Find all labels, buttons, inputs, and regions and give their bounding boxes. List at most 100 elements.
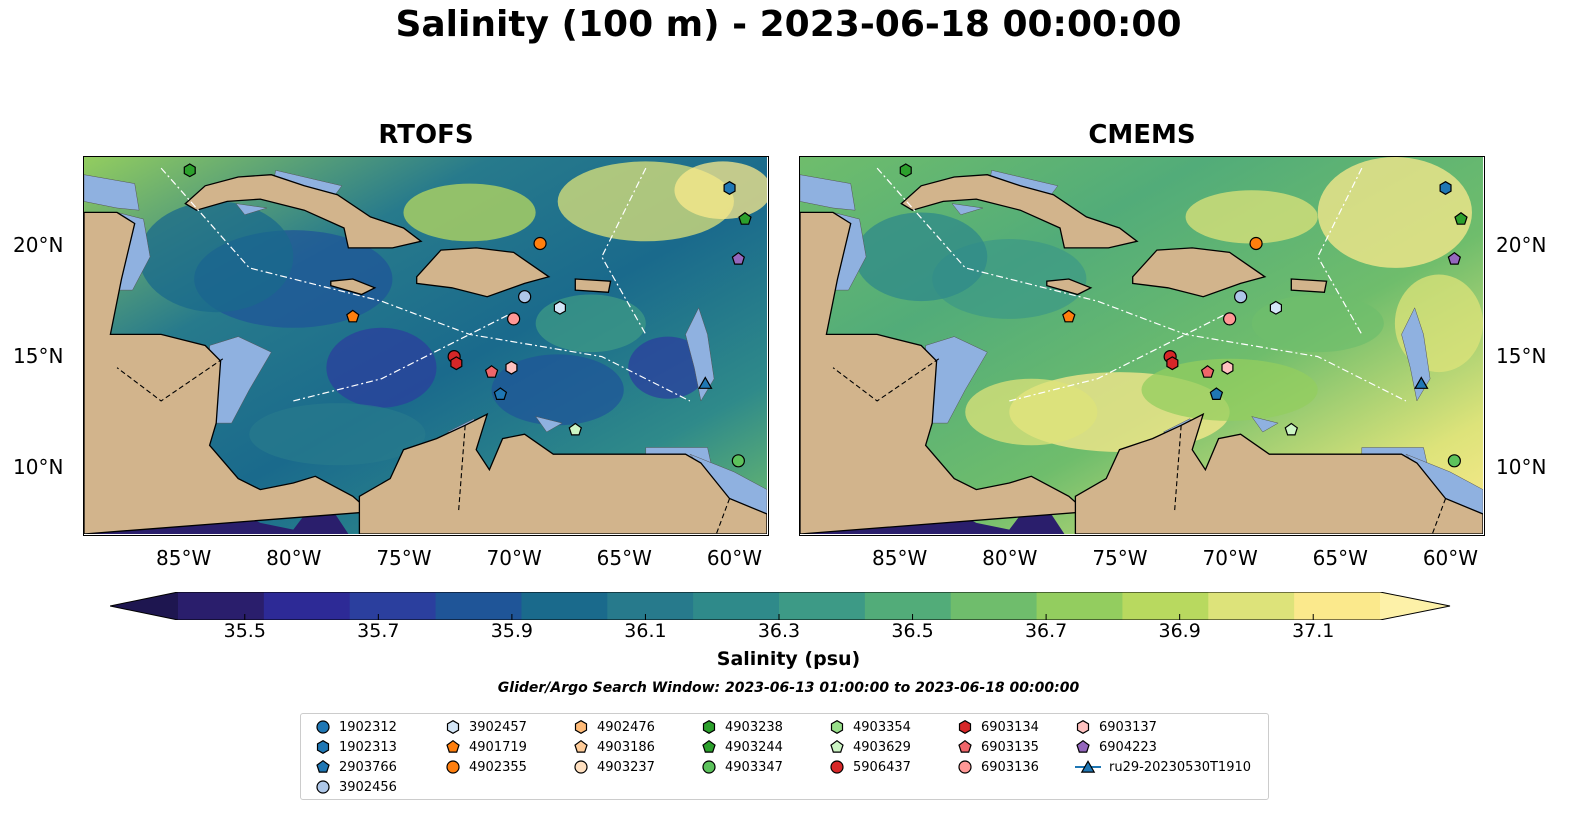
float-marker-6903137 bbox=[1221, 360, 1234, 375]
circle-marker-icon bbox=[446, 760, 460, 774]
lat-tick-label-left: 20°N bbox=[13, 233, 64, 258]
pentagon-marker-icon bbox=[316, 759, 330, 773]
map-panel-cmems bbox=[799, 156, 1485, 536]
salinity-anomaly bbox=[535, 294, 646, 353]
pentagon-marker-icon bbox=[702, 739, 716, 753]
hexagon-marker-icon bbox=[830, 720, 844, 734]
salinity-anomaly bbox=[249, 403, 426, 466]
legend-label: 4902476 bbox=[597, 719, 655, 735]
triangle-line-marker-icon bbox=[1075, 760, 1101, 773]
colorbar-bin bbox=[1036, 592, 1123, 620]
legend-item: 4901719 bbox=[443, 737, 527, 757]
lon-tick-label: 70°W bbox=[486, 546, 542, 570]
salinity-anomaly bbox=[855, 212, 988, 302]
hexagon-marker-icon bbox=[446, 720, 460, 734]
legend-item: 4903244 bbox=[699, 737, 783, 757]
legend-label: 4903347 bbox=[725, 759, 783, 775]
float-marker-4902355 bbox=[1249, 236, 1263, 251]
legend-item: 6903135 bbox=[955, 737, 1039, 757]
legend-item: ru29-20230530T1910 bbox=[1073, 757, 1251, 777]
lat-tick-label-right: 20°N bbox=[1496, 233, 1547, 258]
float-marker-4903629 bbox=[1284, 422, 1299, 436]
lat-tick-label-right: 10°N bbox=[1496, 454, 1547, 479]
colorbar bbox=[110, 592, 1451, 620]
colorbar-bin bbox=[779, 592, 866, 620]
float-marker-6903135 bbox=[484, 365, 499, 378]
legend-label: 3902457 bbox=[469, 719, 527, 735]
land-hispaniola bbox=[416, 247, 551, 298]
lat-tick-label-right: 15°N bbox=[1496, 344, 1547, 369]
float-marker-4903244 bbox=[1454, 212, 1468, 225]
colorbar-tick-label: 36.5 bbox=[891, 620, 934, 642]
colorbar-bin bbox=[1208, 592, 1295, 620]
float-marker-4903347 bbox=[731, 454, 745, 468]
salinity-anomaly bbox=[139, 201, 294, 313]
salinity-anomaly bbox=[628, 336, 708, 399]
shelf-shallow-water bbox=[800, 174, 856, 211]
land-southam bbox=[358, 412, 768, 535]
hexagon-marker-icon bbox=[958, 720, 972, 734]
land-puertorico bbox=[1290, 278, 1328, 293]
lon-tick-label: 85°W bbox=[156, 546, 212, 570]
eez-boundaries bbox=[876, 167, 1407, 402]
float-marker-4901719 bbox=[346, 309, 360, 323]
shelf-shallow-water bbox=[685, 307, 715, 402]
colorbar-bin bbox=[1122, 592, 1209, 620]
float-marker-6903136 bbox=[1223, 312, 1237, 326]
colorbar-bin bbox=[693, 592, 780, 620]
circle-marker-icon bbox=[316, 720, 330, 734]
legend-item: 4903354 bbox=[827, 717, 911, 737]
colorbar-bin bbox=[521, 592, 608, 620]
colorbar-tick-label: 35.5 bbox=[223, 620, 266, 642]
salinity-anomaly bbox=[1141, 358, 1318, 421]
lon-tick-label: 80°W bbox=[266, 546, 322, 570]
legend-label: 6903134 bbox=[981, 719, 1039, 735]
legend-label: 5906437 bbox=[853, 759, 911, 775]
lon-tick-label: 60°W bbox=[706, 546, 763, 570]
colorbar-extend-low bbox=[110, 592, 178, 620]
legend-label: 4901719 bbox=[469, 739, 527, 755]
hexagon-marker-icon bbox=[702, 720, 716, 734]
float-marker-1902313 bbox=[1439, 181, 1452, 195]
hexagon-marker-icon bbox=[1076, 720, 1090, 734]
legend-label: 4903238 bbox=[725, 719, 783, 735]
float-marker-6903135 bbox=[1200, 365, 1215, 378]
map-panel-rtofs bbox=[83, 156, 769, 536]
land-centralam bbox=[84, 211, 372, 535]
lat-tick-label-left: 10°N bbox=[13, 454, 64, 479]
cmems-salinity-map bbox=[800, 157, 1484, 535]
land-jamaica bbox=[1046, 278, 1093, 296]
lon-tick-label: 70°W bbox=[1202, 546, 1258, 570]
float-marker-ru29-20230530T1910 bbox=[698, 376, 713, 389]
float-marker-4903244 bbox=[738, 212, 752, 225]
legend-item: 4903347 bbox=[699, 757, 783, 777]
lon-tick-label: 80°W bbox=[982, 546, 1038, 570]
float-marker-6903137 bbox=[505, 360, 518, 375]
pentagon-marker-icon bbox=[958, 739, 972, 753]
hexagon-marker-icon bbox=[574, 720, 588, 734]
shelf-shallow-water bbox=[84, 174, 140, 211]
lon-tick-label: 75°W bbox=[376, 546, 432, 570]
colorbar-bin bbox=[178, 592, 265, 620]
colorbar-bin bbox=[263, 592, 351, 620]
legend-label: 6903136 bbox=[981, 759, 1039, 775]
float-marker-6904223 bbox=[1447, 251, 1462, 265]
legend: 1902312 1902313 2903766 3902456 3902457 49017… bbox=[300, 713, 1269, 800]
legend-item: 1902312 bbox=[313, 717, 397, 737]
legend-label: 1902312 bbox=[339, 719, 397, 735]
lat-tick-label-left: 15°N bbox=[13, 344, 64, 369]
legend-label: ru29-20230530T1910 bbox=[1109, 759, 1252, 775]
legend-label: 6904223 bbox=[1099, 739, 1157, 755]
colorbar-tick-label: 36.1 bbox=[624, 620, 667, 642]
salinity-anomaly bbox=[1251, 294, 1384, 353]
float-marker-4903238 bbox=[183, 163, 196, 178]
pentagon-marker-icon bbox=[446, 739, 460, 753]
legend-label: 1902313 bbox=[339, 739, 397, 755]
legend-item: 4902476 bbox=[571, 717, 655, 737]
shelf-shallow-water bbox=[1251, 416, 1279, 433]
float-marker-3902456 bbox=[1234, 290, 1248, 304]
land-centralam bbox=[800, 211, 1088, 535]
colorbar-bin bbox=[1294, 592, 1381, 620]
float-marker-4903629 bbox=[568, 422, 583, 436]
lon-tick-label: 65°W bbox=[1312, 546, 1368, 570]
